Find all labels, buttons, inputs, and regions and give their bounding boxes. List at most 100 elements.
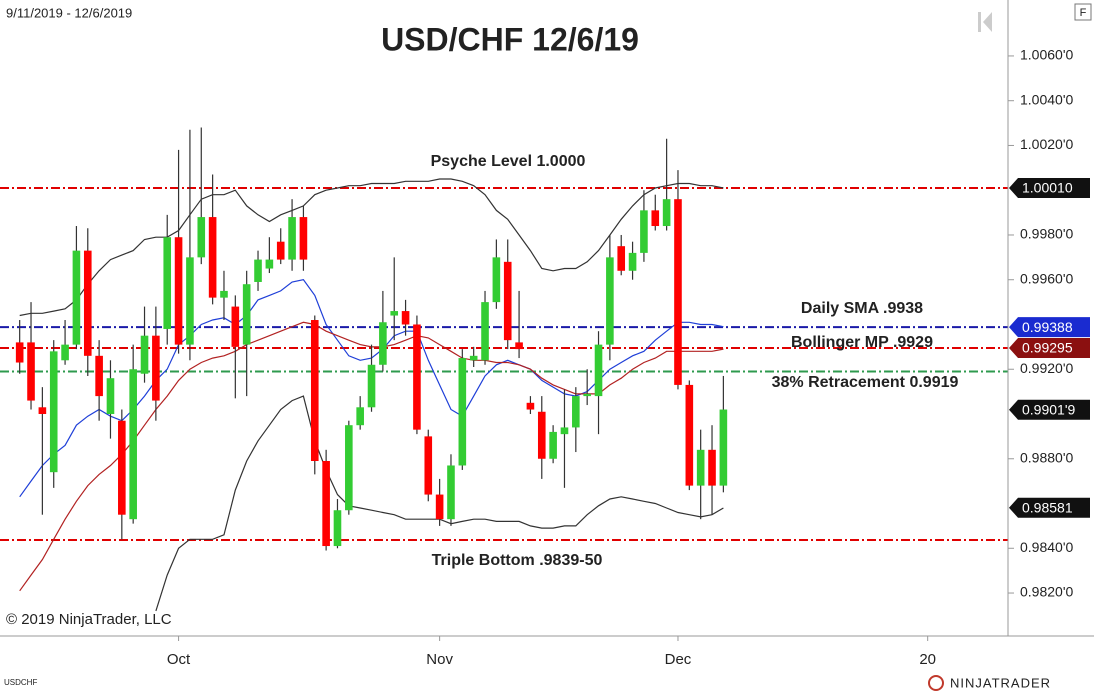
candle-body — [242, 284, 251, 345]
candle-body — [481, 302, 489, 361]
icon-arrow — [983, 12, 992, 32]
x-tick-label: Nov — [426, 651, 453, 668]
y-tick-label: 0.9980'0 — [1020, 226, 1073, 242]
candle-body — [15, 342, 24, 363]
brand-logo: NINJATRADER — [928, 675, 1051, 691]
copyright: © 2019 NinjaTrader, LLC — [6, 611, 172, 628]
candle-body — [197, 217, 206, 258]
candle-body — [288, 217, 296, 260]
candle-body — [413, 324, 421, 430]
candle-body — [254, 259, 262, 282]
y-tick-label: 1.0060'0 — [1020, 47, 1073, 63]
y-tick-label: 0.9960'0 — [1020, 270, 1073, 286]
price-marker-label: 0.99388 — [1022, 319, 1073, 335]
candle-body — [61, 344, 69, 361]
candle-body — [549, 431, 557, 459]
candle-body — [49, 351, 58, 473]
candle-body — [140, 335, 149, 374]
x-tick-label: Oct — [167, 651, 191, 668]
candle-body — [83, 250, 92, 356]
candle-body — [628, 252, 637, 271]
price-marker-label: 0.9901'9 — [1022, 401, 1075, 417]
candle-body — [640, 210, 648, 253]
candle-body — [651, 210, 660, 227]
candle-body — [492, 257, 501, 303]
annotation: Triple Bottom .9839-50 — [432, 552, 603, 569]
x-tick-label: Dec — [665, 651, 692, 668]
candle-body — [424, 436, 433, 495]
y-tick-label: 0.9840'0 — [1020, 539, 1073, 555]
price-marker-label: 0.98581 — [1022, 499, 1073, 515]
candle-body — [515, 342, 523, 350]
annotation: Bollinger MP .9929 — [791, 334, 933, 351]
candle-body — [345, 425, 353, 511]
candle-body — [708, 449, 716, 486]
price-marker — [1009, 317, 1090, 338]
candle-body — [572, 396, 580, 428]
candle-body — [674, 199, 682, 385]
f-button[interactable]: F — [1074, 3, 1092, 21]
y-tick-label: 0.9880'0 — [1020, 449, 1073, 465]
candle-body — [469, 355, 478, 361]
chart-title: USD/CHF 12/6/19 — [381, 21, 639, 57]
candle-body — [276, 241, 285, 260]
candle-body — [458, 358, 467, 466]
candle-body — [719, 409, 728, 486]
candle-body — [367, 364, 376, 408]
annotation: Daily SMA .9938 — [801, 300, 923, 317]
button-frame — [1074, 3, 1092, 21]
candle-body — [503, 261, 512, 341]
candle-body — [310, 320, 319, 461]
candle-body — [208, 217, 217, 298]
button-label: F — [1080, 7, 1087, 19]
icon-bar — [978, 12, 981, 32]
y-tick-label: 1.0020'0 — [1020, 136, 1073, 152]
price-marker — [1009, 337, 1090, 358]
candle-body — [186, 257, 194, 345]
x-tick-label: 20 — [919, 651, 936, 668]
candle-body — [163, 237, 172, 329]
candle-body — [106, 378, 115, 415]
y-tick-label: 0.9820'0 — [1020, 584, 1073, 600]
candle-body — [685, 384, 694, 486]
price-marker — [1009, 399, 1090, 420]
candle-body — [583, 393, 591, 397]
price-marker-label: 0.99295 — [1022, 340, 1073, 356]
candle-body — [95, 355, 103, 397]
symbol: USDCHF — [4, 678, 37, 687]
candle-body — [152, 335, 160, 401]
candle-body — [174, 237, 183, 345]
candle-body — [38, 407, 47, 415]
y-tick-label: 1.0040'0 — [1020, 91, 1073, 107]
candle-body — [606, 257, 614, 345]
candle-body — [220, 290, 228, 298]
candle-body — [118, 420, 126, 515]
brand-icon — [928, 675, 944, 691]
plot-area — [0, 127, 1008, 612]
candle-body — [27, 342, 35, 401]
candle-body — [560, 427, 569, 435]
brand-name: NINJATRADER — [950, 675, 1051, 690]
candle-body — [537, 411, 546, 459]
candle-body — [322, 460, 330, 547]
y-tick-label: 0.9920'0 — [1020, 360, 1073, 376]
candle-body — [356, 407, 364, 426]
candle-body — [435, 494, 444, 520]
price-marker-label: 1.00010 — [1022, 180, 1073, 196]
indicator-line — [19, 178, 724, 317]
candle-body — [299, 217, 308, 260]
candle-body — [390, 311, 399, 316]
date-range: 9/11/2019 - 12/6/2019 — [6, 5, 132, 20]
candle-body — [617, 246, 626, 271]
candle-body — [594, 344, 603, 397]
candle-body — [72, 250, 81, 345]
price-marker — [1009, 177, 1090, 198]
price-marker — [1009, 497, 1090, 518]
candle-body — [401, 311, 410, 325]
candle-body — [526, 402, 535, 410]
collapse-icon[interactable] — [978, 12, 992, 32]
candle-body — [265, 259, 274, 269]
candle-body — [447, 465, 455, 520]
